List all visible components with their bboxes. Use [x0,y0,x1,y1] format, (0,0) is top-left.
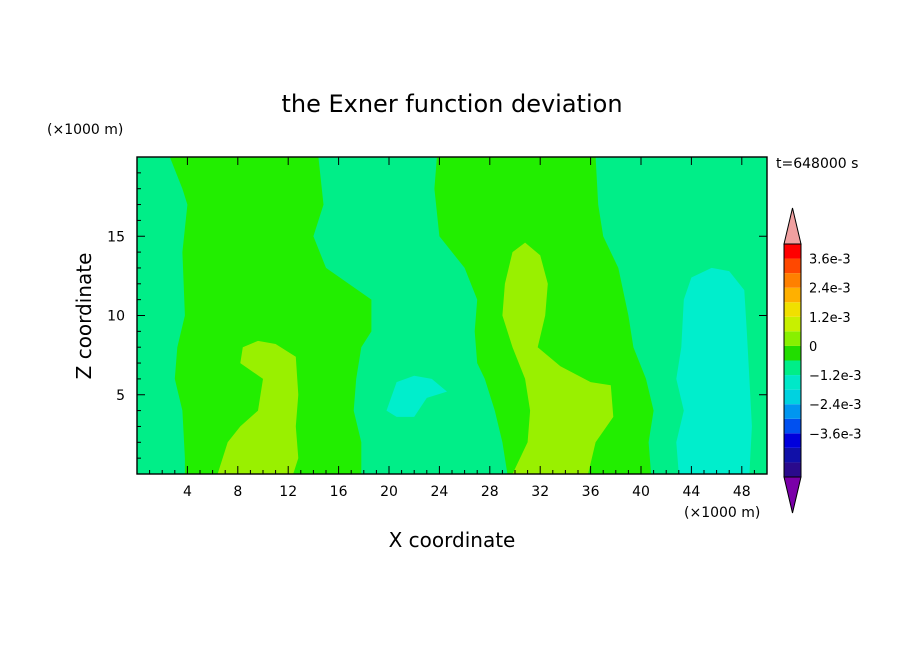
colorbar-swatch [784,316,801,332]
colorbar-swatch [784,345,801,361]
colorbar-swatch [784,360,801,376]
x-tick-label: 44 [682,484,700,500]
x-axis-label: X coordinate [389,528,516,552]
x-tick-label: 28 [481,484,499,500]
colorbar-tick-label: 0 [809,340,817,355]
x-tick-label: 40 [632,484,650,500]
colorbar: 3.6e-3 2.4e-3 1.2e-3 0 −1.2e-3 −2.4e-3 −3.6e-3 [783,207,862,514]
x-tick-label: 12 [279,484,297,500]
colorbar-swatch [784,273,801,288]
colorbar-swatch [784,433,801,448]
colorbar-tick-label: 1.2e-3 [809,311,851,326]
contour-region-4 [502,242,614,474]
colorbar-tick-label: −2.4e-3 [809,398,862,413]
colorbar-swatch [784,244,801,259]
x-tick-label: 8 [233,484,242,500]
plot-frame [136,156,768,475]
colorbar-swatch [784,258,801,274]
x-tick-label: 36 [582,484,600,500]
colorbar-lower-triangle [783,476,802,514]
x-tick-label: 16 [330,484,348,500]
colorbar-tick-label: 3.6e-3 [809,253,851,268]
colorbar-swatch [784,331,801,346]
colorbar-tick-label: −1.2e-3 [809,369,862,384]
x-tick-label: 48 [733,484,751,500]
colorbar-swatch [784,404,801,419]
plot-area [137,157,767,474]
y-tick-label: 15 [107,229,125,245]
time-label: t=648000 s [776,156,858,172]
y-tick-label: 10 [107,309,125,325]
y-unit-label: (×1000 m) [47,122,123,138]
contour-region-1 [169,157,372,474]
colorbar-swatch [784,447,801,463]
contour-region-6 [386,375,447,417]
chart-title: the Exner function deviation [281,90,622,118]
y-axis-label: Z coordinate [72,253,96,380]
colorbar-swatch [784,287,801,303]
colorbar-swatch [784,375,801,390]
x-tick-label: 4 [183,484,192,500]
colorbar-tick-label: −3.6e-3 [809,427,862,442]
colorbar-swatch [784,462,801,477]
x-tick-label: 24 [430,484,448,500]
contour-region-5 [676,267,752,474]
y-tick-label: 5 [116,388,125,404]
colorbar-swatch [784,302,801,317]
colorbar-upper-triangle [783,207,802,245]
x-tick-label: 32 [531,484,549,500]
contour-region-3 [217,340,299,474]
x-unit-label: (×1000 m) [684,505,760,521]
colorbar-swatch [784,389,801,405]
colorbar-frame [783,243,802,478]
colorbar-swatch [784,418,801,434]
x-tick-label: 20 [380,484,398,500]
colorbar-tick-label: 2.4e-3 [809,282,851,297]
